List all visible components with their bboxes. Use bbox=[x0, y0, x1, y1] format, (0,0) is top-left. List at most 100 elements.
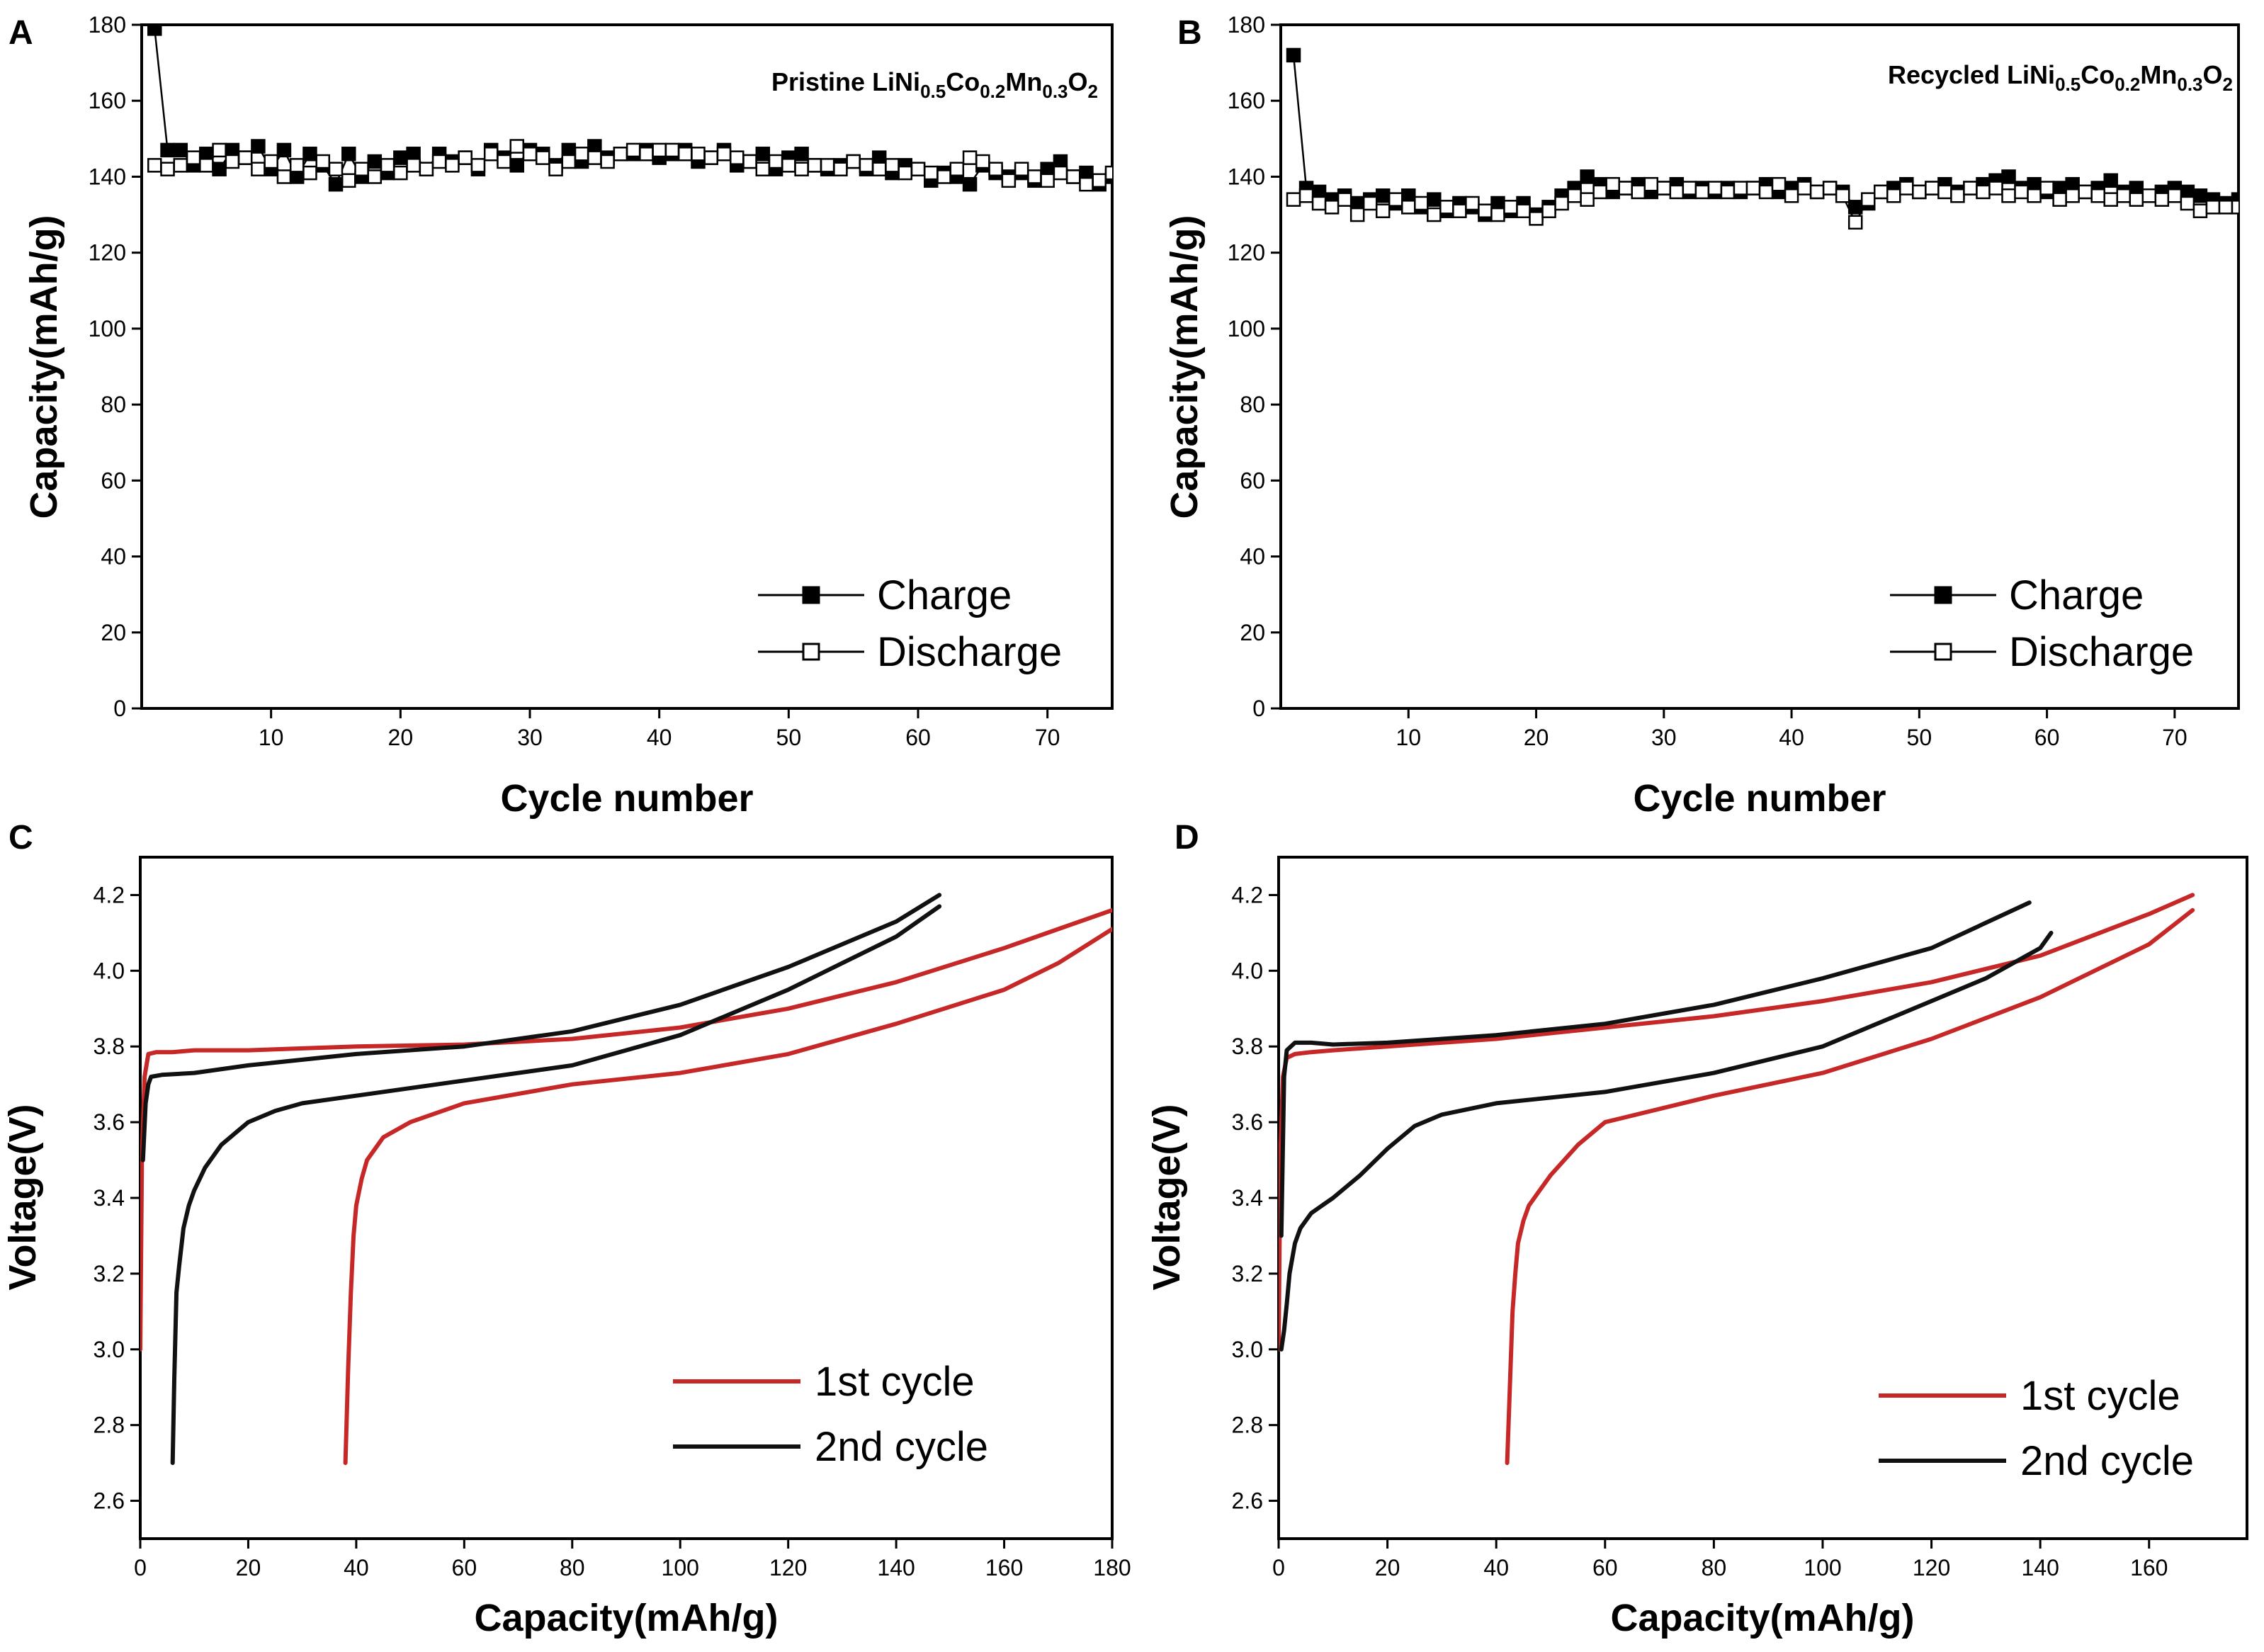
data-point bbox=[212, 142, 227, 158]
data-point bbox=[1104, 165, 1112, 181]
data-point bbox=[367, 169, 383, 184]
x-tick-label: 50 bbox=[1907, 725, 1932, 750]
legend: Charge Discharge bbox=[1890, 572, 2194, 675]
data-point bbox=[1014, 162, 1029, 176]
x-tick-label: 80 bbox=[1702, 1555, 1727, 1580]
data-point bbox=[212, 162, 227, 176]
x-tick-label: 0 bbox=[134, 1555, 147, 1580]
data-point bbox=[652, 142, 667, 158]
y-axis-title: Voltage(V) bbox=[1, 1104, 44, 1290]
x-tick-label: 70 bbox=[1035, 725, 1060, 750]
data-point bbox=[1027, 169, 1042, 184]
subscript: 0.2 bbox=[2115, 74, 2140, 95]
y-tick-label: 4.2 bbox=[94, 882, 125, 907]
x-tick-label: 100 bbox=[1804, 1555, 1841, 1580]
data-point bbox=[677, 147, 693, 162]
data-point bbox=[2167, 188, 2183, 203]
data-point bbox=[431, 154, 447, 169]
data-point bbox=[186, 150, 201, 165]
data-point bbox=[1707, 181, 1723, 196]
y-tick-label: 2.8 bbox=[1232, 1413, 1263, 1438]
data-point bbox=[1669, 184, 1685, 200]
data-point bbox=[885, 158, 900, 173]
data-point bbox=[147, 158, 162, 173]
data-point bbox=[691, 147, 706, 162]
y-tick-label: 4.0 bbox=[1232, 958, 1263, 983]
data-point bbox=[1771, 176, 1787, 192]
data-point bbox=[936, 169, 951, 184]
data-point bbox=[2141, 188, 2157, 203]
data-point bbox=[341, 147, 356, 162]
data-point bbox=[2090, 188, 2105, 203]
formula-part: Mn bbox=[2140, 60, 2177, 89]
subscript: 2 bbox=[1088, 81, 1098, 102]
y-tick-label: 3.2 bbox=[1232, 1261, 1263, 1286]
data-point bbox=[548, 162, 563, 176]
data-point bbox=[1324, 200, 1340, 215]
y-tick-label: 3.6 bbox=[1232, 1109, 1263, 1135]
data-point bbox=[1580, 169, 1595, 184]
x-tick-label: 20 bbox=[236, 1555, 261, 1580]
data-point bbox=[1001, 173, 1017, 188]
charge-curve bbox=[1279, 893, 2195, 1352]
x-tick-label: 70 bbox=[2162, 725, 2187, 750]
data-point bbox=[1311, 196, 1327, 211]
data-point bbox=[2154, 192, 2170, 207]
data-point bbox=[1874, 184, 1889, 200]
x-tick-label: 30 bbox=[517, 725, 543, 750]
data-point bbox=[859, 158, 874, 173]
data-point bbox=[315, 154, 330, 169]
data-point bbox=[1950, 188, 1965, 203]
x-tick-label: 20 bbox=[1524, 725, 1549, 750]
data-point bbox=[1784, 188, 1799, 203]
data-point bbox=[807, 158, 822, 173]
x-tick-label: 20 bbox=[388, 725, 414, 750]
data-point bbox=[2192, 203, 2208, 218]
x-axis-title: Capacity(mAh/g) bbox=[1610, 1597, 1914, 1639]
data-point bbox=[613, 147, 628, 162]
data-point bbox=[1541, 203, 1556, 218]
x-tick-label: 40 bbox=[1483, 1555, 1509, 1580]
formula-part: Mn bbox=[1005, 67, 1042, 96]
charge-curve bbox=[1279, 900, 2032, 1238]
data-point bbox=[1439, 200, 1454, 215]
data-point bbox=[1388, 192, 1403, 207]
data-point bbox=[561, 154, 577, 169]
x-tick-label: 40 bbox=[647, 725, 672, 750]
data-point bbox=[781, 158, 796, 173]
data-point bbox=[587, 150, 602, 165]
y-tick-label: 0 bbox=[1252, 696, 1265, 721]
data-point bbox=[497, 154, 511, 169]
y-tick-label: 100 bbox=[89, 316, 126, 341]
x-tick-label: 140 bbox=[877, 1555, 915, 1580]
data-point bbox=[328, 162, 344, 176]
panel-letter: C bbox=[9, 819, 33, 856]
subscript: 2 bbox=[2223, 74, 2233, 95]
legend: Charge Discharge bbox=[758, 572, 1062, 675]
data-point bbox=[962, 176, 978, 192]
data-point bbox=[730, 150, 745, 165]
legend-label: Discharge bbox=[877, 629, 1062, 675]
data-point bbox=[600, 154, 615, 169]
plot-frame bbox=[1279, 23, 2240, 710]
y-tick-label: 3.2 bbox=[94, 1261, 125, 1286]
y-tick-label: 0 bbox=[113, 696, 126, 721]
panel-letter: A bbox=[9, 14, 33, 52]
data-point bbox=[1631, 184, 1646, 200]
series-second-cycle bbox=[1279, 900, 2054, 1352]
legend-label: 1st cycle bbox=[815, 1359, 975, 1405]
legend-marker bbox=[1934, 586, 1952, 604]
data-point bbox=[1490, 207, 1505, 222]
data-point bbox=[302, 147, 317, 162]
y-tick-label: 2.6 bbox=[94, 1488, 125, 1514]
data-point bbox=[2078, 184, 2093, 200]
data-point bbox=[794, 147, 809, 162]
formula-part: Pristine LiNi bbox=[771, 67, 920, 96]
data-point bbox=[1298, 188, 1314, 203]
y-axis-title: Capacity(mAh/g) bbox=[23, 215, 65, 519]
data-point bbox=[367, 154, 383, 169]
y-tick-label: 80 bbox=[101, 392, 126, 417]
panel-a: A 0 20 40 60 80 100 120 140 160 180 10 20 30 40 50 60 70 C… bbox=[9, 12, 1114, 820]
y-tick-label: 40 bbox=[101, 544, 126, 570]
data-point bbox=[2231, 192, 2238, 207]
